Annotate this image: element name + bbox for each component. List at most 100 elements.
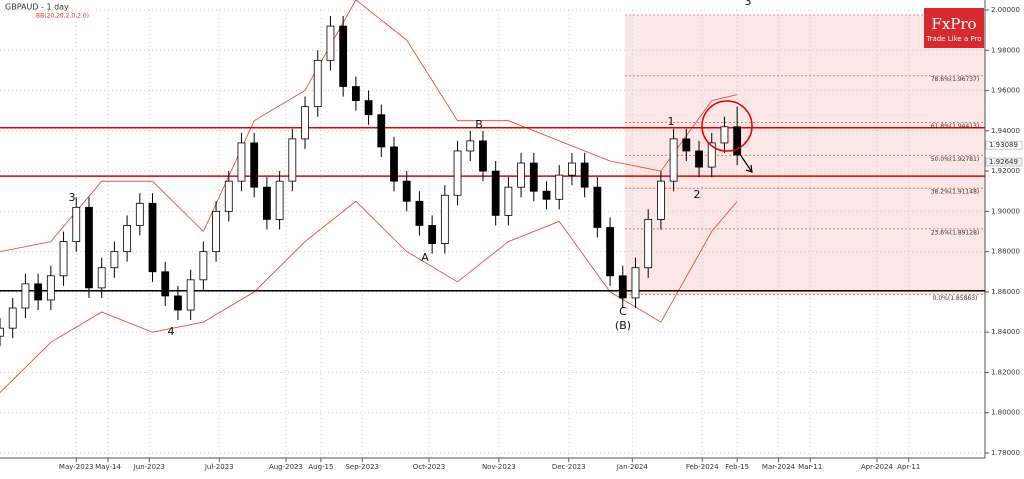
candle-body [351, 86, 360, 102]
candle-body [453, 150, 462, 196]
candle-body [224, 180, 233, 212]
x-tick-label: Jun-2023 [133, 463, 165, 471]
candle-body [8, 307, 17, 329]
x-tick-label: Apr-2024 [861, 463, 894, 471]
wave-label: B [475, 118, 483, 131]
x-tick-label: Aug-15 [308, 463, 333, 471]
candle-body [415, 200, 424, 226]
x-tick-label: Apr-11 [897, 463, 920, 471]
y-tick-label: 1.78000 [991, 449, 1020, 457]
y-tick-label: 1.88000 [991, 248, 1020, 256]
fib-zone [625, 15, 985, 295]
price-label: 1.92649 [989, 158, 1018, 166]
candle-body [110, 251, 119, 269]
candle-body [504, 186, 513, 216]
candle-body [34, 283, 43, 301]
x-tick-label: Feb-2024 [686, 463, 719, 471]
x-tick-label: Aug-2023 [269, 463, 303, 471]
candle-body [720, 126, 729, 144]
candle-body [0, 327, 4, 337]
wave-label: A [421, 251, 429, 264]
x-tick-label: Feb-15 [725, 463, 749, 471]
candle-body [212, 210, 220, 253]
x-tick-label: Dec-2023 [552, 463, 586, 471]
plot-layer [0, 0, 985, 393]
wave-label: (B) [615, 319, 631, 332]
candle-body [669, 138, 678, 182]
brand: FxPro [931, 15, 976, 33]
x-tick-label: Jan-2024 [616, 463, 649, 471]
candle-body [263, 186, 271, 220]
candle-body [21, 283, 30, 309]
wave-label: 1 [668, 115, 675, 128]
x-tick-label: Nov-2023 [482, 463, 516, 471]
candle-body [301, 106, 309, 140]
wave-label: 2 [694, 188, 701, 201]
y-tick-label: 2.00000 [991, 6, 1020, 14]
wave-label: 4 [168, 325, 175, 338]
candle-body [72, 206, 81, 242]
chart-title: GBPAUD - 1 day [5, 3, 69, 12]
wave-label: C [619, 305, 627, 318]
x-tick-label: Sep-2023 [345, 463, 379, 471]
candle-body [631, 267, 640, 299]
candle-body [466, 140, 475, 152]
candle-body [657, 180, 665, 220]
candle-body [313, 59, 322, 108]
price-label: 1.93089 [989, 141, 1018, 149]
x-tick-label: May-2023 [59, 463, 94, 471]
x-tick-label: Jul-2023 [204, 463, 234, 471]
candle-body [491, 170, 500, 216]
fib-label: 78.6%(1.96737) [931, 76, 980, 83]
candle-body [288, 138, 297, 182]
candle-body [517, 162, 525, 188]
candle-body [593, 186, 602, 228]
y-tick-label: 1.84000 [991, 328, 1020, 336]
x-tick-label: Mar-2024 [762, 463, 796, 471]
candle-body [440, 194, 449, 244]
candle-body [644, 219, 653, 269]
candle-body [377, 114, 386, 148]
candle-body [85, 206, 93, 289]
candle-body [555, 174, 564, 200]
candle-body [59, 241, 68, 277]
fib-label: 61.8%(1.94413) [931, 123, 980, 130]
candle-body [326, 25, 335, 61]
candle-body [707, 142, 716, 168]
y-tick-label: 1.90000 [991, 207, 1020, 215]
candle-body [339, 25, 348, 87]
y-tick-label: 1.82000 [991, 368, 1020, 376]
fib-label: 50.0%(1.92781) [931, 156, 980, 163]
y-tick-label: 1.86000 [991, 288, 1020, 296]
candle-body [568, 162, 576, 176]
background-layer [0, 0, 989, 462]
candle-body [135, 202, 144, 226]
x-tick-label: May-14 [95, 463, 121, 471]
brand-tagline: Trade Like a Pro [925, 35, 981, 43]
candle-body [148, 202, 157, 273]
candle-body [618, 275, 627, 299]
y-tick-label: 1.80000 [991, 409, 1020, 417]
candle-body [682, 138, 691, 152]
candle-body [733, 126, 742, 156]
bollinger-upper [0, 0, 738, 252]
indicator-label: BB(20,20,2.0,2.0) [36, 13, 89, 20]
x-tick-label: Mar-11 [798, 463, 822, 471]
candle-body [186, 279, 195, 311]
candle-body [390, 146, 398, 182]
fib-label: 0.0%(1.85863) [933, 295, 978, 302]
candle-body [695, 150, 703, 168]
highlight-circle [701, 100, 753, 152]
candle-body [479, 140, 487, 172]
fib-label: 38.2%(1.91148) [931, 189, 980, 196]
candle-body [97, 267, 106, 289]
candle-body [174, 295, 182, 311]
y-tick-label: 1.96000 [991, 87, 1020, 95]
y-tick-label: 1.98000 [991, 46, 1020, 54]
candle-body [529, 162, 538, 192]
candle-body [123, 225, 131, 253]
brand-box [924, 8, 984, 48]
candle-body [46, 275, 55, 301]
